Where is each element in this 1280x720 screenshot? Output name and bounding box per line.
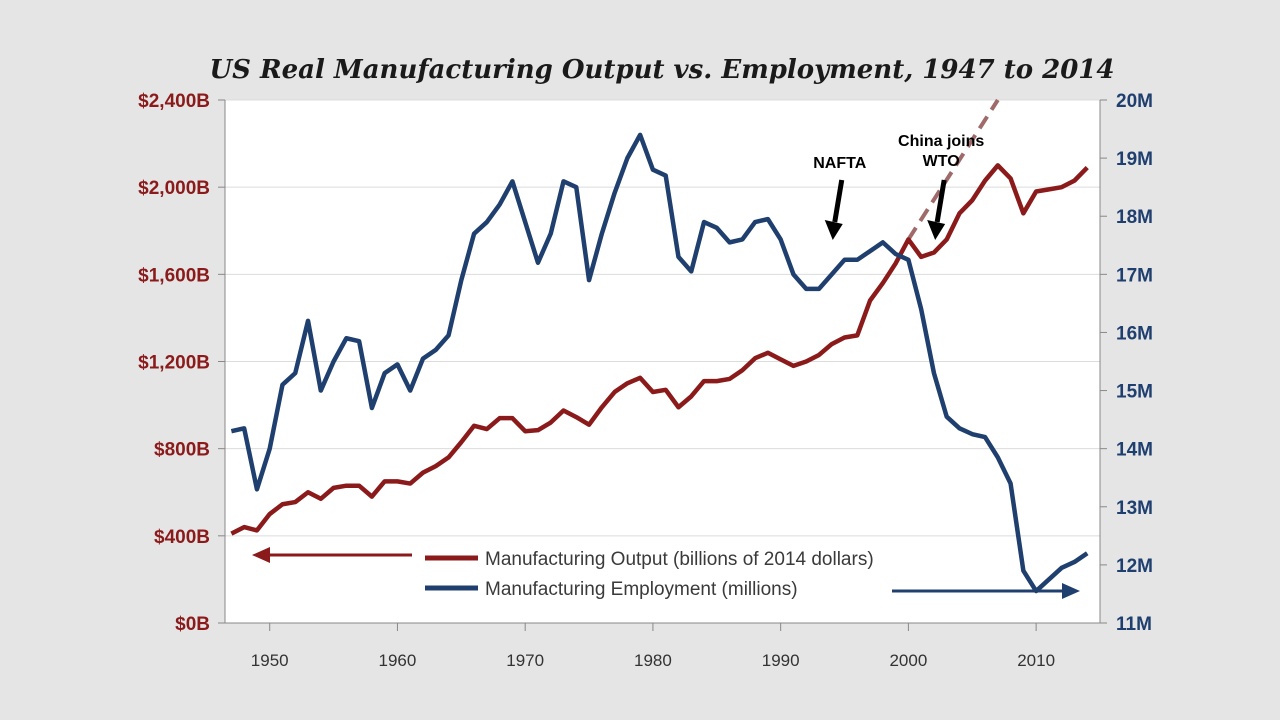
y-left-tick-label: $2,000B (138, 178, 210, 199)
annotation-nafta-arrow (832, 179, 845, 223)
x-tick-label: 2010 (1017, 651, 1055, 670)
y-left-tick-label: $800B (154, 440, 210, 461)
legend-right-arrowhead (1062, 583, 1080, 599)
x-tick-label: 1980 (634, 651, 672, 670)
trend-extension-line (906, 98, 1000, 241)
y-left-tick-label: $1,200B (138, 353, 210, 374)
y-right-tick-label: 20M (1116, 91, 1153, 112)
y-right-tick-label: 17M (1116, 265, 1153, 286)
x-tick-label: 1970 (506, 651, 544, 670)
gridlines (225, 99, 1100, 537)
legend-label-employment: Manufacturing Employment (millions) (485, 579, 798, 600)
y-right-tick-label: 16M (1116, 323, 1153, 344)
series-line-output (230, 163, 1089, 536)
y-right-tick-label: 12M (1116, 556, 1153, 577)
legend: Manufacturing Output (billions of 2014 d… (252, 547, 1080, 600)
x-axis-ticks: 1950 1960 1970 1980 1990 2000 2010 (251, 623, 1055, 670)
legend-label-output: Manufacturing Output (billions of 2014 d… (485, 549, 874, 570)
annotation-wto-label-line2: WTO (923, 153, 960, 170)
y-right-tick-label: 13M (1116, 498, 1153, 519)
y-right-tick-label: 11M (1116, 614, 1152, 635)
annotation-wto-arrowhead (927, 220, 946, 240)
annotation-wto-arrow (934, 179, 947, 223)
y-axis-right-ticks: 11M 12M 13M 14M 15M 16M 17M 18M 19M 20M (1100, 91, 1153, 635)
x-tick-label: 1960 (379, 651, 417, 670)
y-left-tick-label: $400B (154, 527, 210, 548)
x-tick-label: 1990 (762, 651, 800, 670)
y-right-tick-label: 19M (1116, 149, 1153, 170)
y-axis-left-ticks: $0B $400B $800B $1,200B $1,600B $2,000B $2,400… (138, 91, 225, 635)
y-left-tick-label: $2,400B (138, 91, 210, 112)
annotation-nafta-label: NAFTA (813, 155, 866, 172)
y-left-tick-label: $1,600B (138, 265, 210, 286)
chart-title: US Real Manufacturing Output vs. Employm… (210, 55, 1115, 85)
y-left-tick-label: $0B (175, 614, 210, 635)
y-right-tick-label: 15M (1116, 382, 1153, 403)
annotation-wto: China joins WTO (898, 133, 984, 240)
annotation-nafta: NAFTA (813, 155, 867, 240)
annotation-wto-label-line1: China joins (898, 133, 984, 150)
y-right-tick-label: 14M (1116, 440, 1153, 461)
y-right-tick-label: 18M (1116, 207, 1153, 228)
series-line-employment (230, 132, 1089, 594)
x-tick-label: 1950 (251, 651, 289, 670)
x-tick-label: 2000 (889, 651, 927, 670)
legend-left-arrowhead (252, 547, 270, 563)
annotation-nafta-arrowhead (824, 220, 843, 240)
